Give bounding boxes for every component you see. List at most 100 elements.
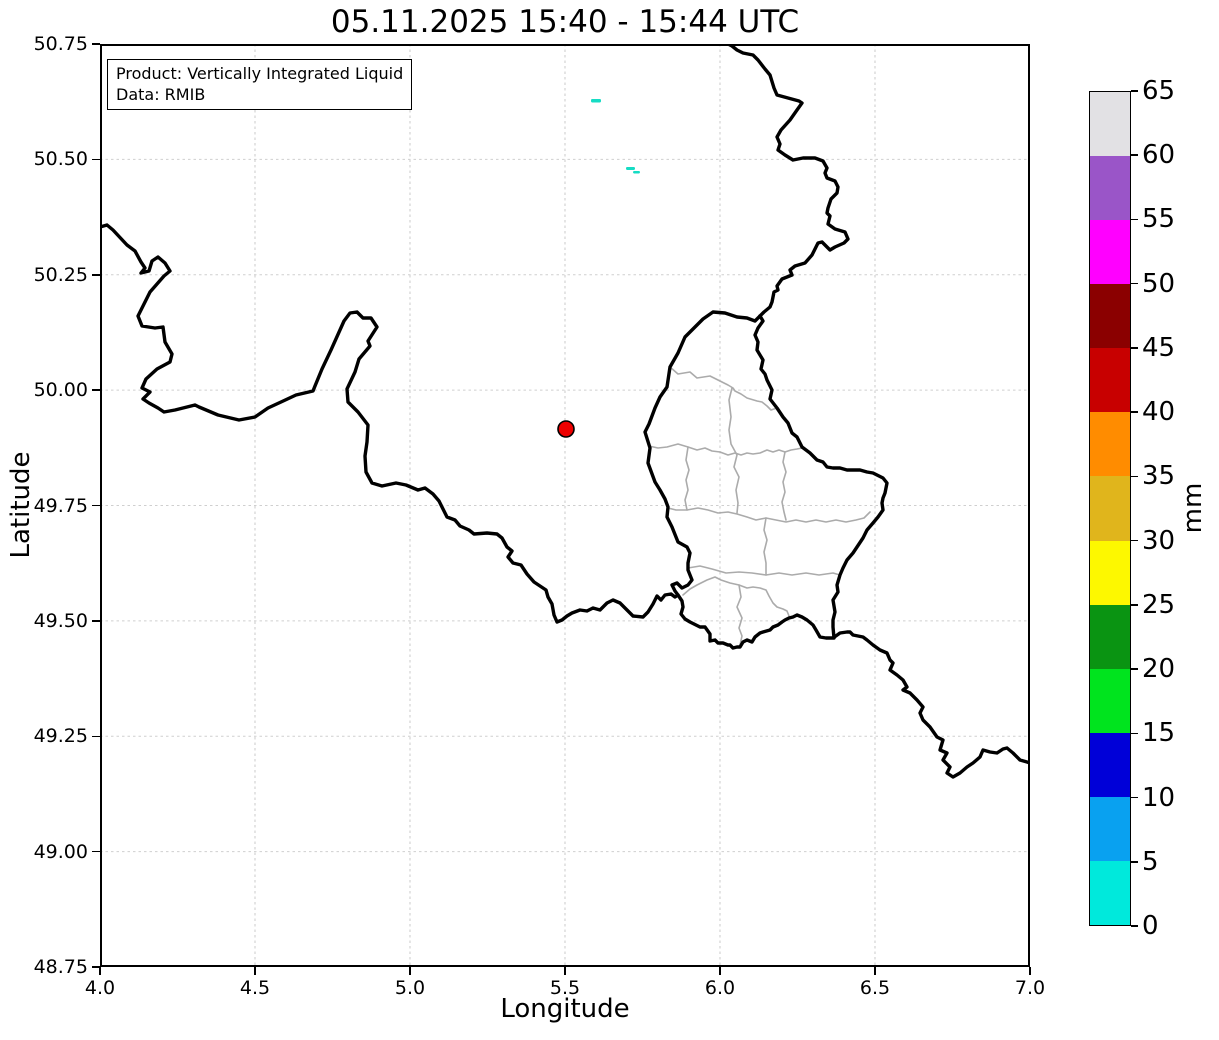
- x-tick-mark: [874, 967, 876, 975]
- colorbar-segment-5-10: [1090, 796, 1130, 861]
- colorbar-tick-label: 5: [1142, 846, 1159, 877]
- colorbar-tick-mark: [1131, 861, 1138, 863]
- data-source-line: Data: RMIB: [116, 85, 206, 104]
- district-border-path: [687, 565, 841, 576]
- map-plot-area: [100, 44, 1030, 967]
- colorbar-tick-mark: [1131, 218, 1138, 221]
- colorbar-tick-mark: [1131, 90, 1138, 92]
- x-tick-label: 6.5: [859, 977, 891, 999]
- district-border-path: [684, 446, 690, 511]
- colorbar-tick-label: 15: [1142, 718, 1176, 749]
- x-axis-label: Longitude: [500, 994, 630, 1024]
- colorbar-tick-label: 10: [1142, 782, 1176, 813]
- x-tick-mark: [719, 967, 721, 975]
- y-tick-label: 50.50: [33, 148, 88, 171]
- y-tick-mark: [92, 735, 100, 737]
- x-tick-label: 5.0: [394, 977, 426, 999]
- colorbar-tick-mark: [1131, 347, 1138, 349]
- colorbar-segment-10-15: [1090, 732, 1130, 797]
- colorbar-segment-15-20: [1090, 668, 1130, 733]
- x-tick-mark: [254, 967, 256, 975]
- national-border-path: [753, 314, 889, 640]
- colorbar-segment-60-65: [1090, 92, 1130, 157]
- district-border-path: [728, 387, 740, 514]
- colorbar-tick-mark: [1131, 796, 1138, 799]
- y-tick-mark: [92, 966, 100, 968]
- y-tick-label: 49.00: [33, 840, 88, 863]
- y-tick-mark: [92, 850, 100, 853]
- colorbar-segment-25-30: [1090, 540, 1130, 605]
- colorbar-tick-label: 50: [1142, 268, 1176, 299]
- colorbar-tick-label: 30: [1142, 525, 1176, 556]
- x-tick-label: 7.0: [1014, 977, 1046, 999]
- colorbar-segment-45-50: [1090, 284, 1130, 349]
- y-tick-label: 50.00: [33, 379, 88, 402]
- y-tick-mark: [92, 620, 100, 622]
- y-tick-label: 49.75: [33, 494, 88, 517]
- district-border-path: [763, 517, 768, 576]
- x-tick-label: 4.0: [84, 977, 116, 999]
- colorbar-tick-label: 45: [1142, 332, 1176, 363]
- colorbar-segment-35-40: [1090, 412, 1130, 477]
- storm-marker: [557, 420, 575, 438]
- colorbar-tick-mark: [1131, 925, 1138, 927]
- precip-echo: [633, 171, 640, 174]
- district-border-path: [667, 507, 871, 523]
- colorbar-tick-label: 55: [1142, 204, 1176, 235]
- national-border-path: [726, 44, 850, 318]
- colorbar-tick-mark: [1131, 604, 1138, 606]
- colorbar-tick-label: 65: [1142, 76, 1176, 106]
- y-tick-label: 50.25: [33, 263, 88, 286]
- x-tick-mark: [564, 967, 566, 975]
- y-tick-mark: [92, 274, 100, 276]
- colorbar: [1089, 91, 1131, 926]
- colorbar-tick-mark: [1131, 411, 1138, 413]
- x-tick-label: 6.0: [704, 977, 736, 999]
- y-axis-label: Latitude: [6, 451, 36, 559]
- y-tick-label: 50.75: [33, 33, 88, 55]
- national-border-path: [643, 310, 762, 597]
- plot-frame: [100, 44, 1030, 967]
- colorbar-segment-55-60: [1090, 156, 1130, 221]
- product-line: Product: Vertically Integrated Liquid: [116, 64, 404, 83]
- district-border-path: [648, 443, 803, 456]
- colorbar-segment-30-35: [1090, 476, 1130, 541]
- y-tick-mark: [92, 504, 100, 507]
- colorbar-tick-label: 60: [1142, 140, 1176, 171]
- y-tick-mark: [92, 43, 100, 45]
- x-tick-label: 4.5: [239, 977, 271, 999]
- colorbar-tick-mark: [1131, 475, 1138, 478]
- precip-echo: [591, 99, 601, 103]
- colorbar-tick-mark: [1131, 282, 1138, 285]
- x-tick-mark: [99, 967, 101, 975]
- colorbar-tick-label: 35: [1142, 461, 1176, 492]
- x-tick-label: 5.5: [549, 977, 581, 999]
- x-tick-mark: [409, 967, 411, 975]
- figure-title: 05.11.2025 15:40 - 15:44 UTC: [330, 4, 800, 40]
- colorbar-tick-label: 25: [1142, 589, 1176, 620]
- colorbar-segment-40-45: [1090, 348, 1130, 413]
- y-tick-label: 48.75: [33, 956, 88, 978]
- map-canvas: [100, 44, 1030, 967]
- district-border-path: [669, 366, 778, 411]
- colorbar-tick-mark: [1131, 732, 1138, 735]
- district-border-path: [736, 584, 743, 646]
- colorbar-segment-0-5: [1090, 860, 1130, 926]
- precip-echo: [626, 167, 635, 170]
- colorbar-tick-mark: [1131, 539, 1138, 542]
- colorbar-unit-label: mm: [1178, 482, 1208, 534]
- product-annotation-box: Product: Vertically Integrated Liquid Da…: [107, 59, 413, 110]
- colorbar-tick-label: 20: [1142, 654, 1176, 685]
- y-tick-mark: [92, 389, 100, 391]
- district-border-path: [781, 451, 787, 521]
- colorbar-tick-label: 0: [1142, 911, 1159, 941]
- y-tick-label: 49.50: [33, 609, 88, 632]
- national-border-path: [100, 223, 1030, 779]
- colorbar-segment-50-55: [1090, 220, 1130, 285]
- district-border-path: [682, 576, 790, 617]
- colorbar-tick-mark: [1131, 154, 1138, 156]
- colorbar-tick-label: 40: [1142, 397, 1176, 428]
- colorbar-tick-mark: [1131, 668, 1138, 670]
- y-tick-label: 49.25: [33, 725, 88, 748]
